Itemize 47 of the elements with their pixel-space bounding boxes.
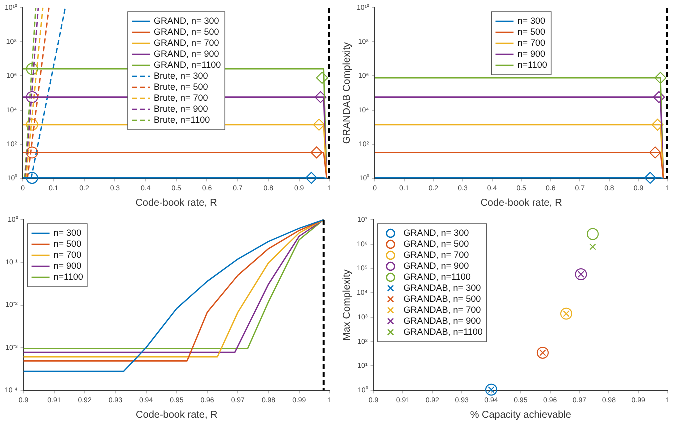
legend-label: n=1100 (54, 272, 84, 282)
point (654, 72, 667, 84)
point (586, 228, 599, 240)
point (653, 91, 666, 104)
y-axis-title: Max Complexity (342, 270, 353, 341)
legend-label: Brute, n= 700 (154, 92, 208, 103)
x-axis-title: % Capacity achievable (470, 410, 572, 421)
legend-label: n= 700 (54, 250, 82, 260)
legend-label: GRAND, n=1100 (404, 272, 471, 282)
legend-label: n= 300 (54, 228, 82, 238)
x-axis-title: Code-book rate, R (136, 198, 218, 209)
x-axis-title: Code-book rate, R (480, 198, 562, 209)
legend-label: n= 500 (518, 26, 546, 37)
legend-label: GRAND, n= 500 (404, 238, 470, 249)
legend-label: GRAND, n= 700 (404, 250, 470, 260)
point (560, 308, 572, 320)
point (649, 146, 662, 159)
legend-label: GRANDAB, n= 300 (404, 282, 482, 293)
legend-label: GRAND, n= 500 (154, 26, 220, 37)
legend-label: n= 700 (518, 38, 546, 48)
point (590, 244, 596, 250)
legend-label: GRAND, n= 300 (404, 228, 470, 238)
legend-label: GRANDAB, n=1100 (404, 326, 483, 337)
legend-label: Brute, n= 300 (154, 70, 208, 81)
legend-label: GRAND, n=1100 (154, 60, 222, 70)
legend-label: n= 500 (54, 238, 82, 249)
legend-label: Brute, n= 900 (154, 104, 208, 114)
legend-label: GRAND, n= 900 (404, 260, 470, 271)
legend-label: n= 900 (518, 48, 546, 59)
legend-label: GRANDAB, n= 900 (404, 316, 482, 326)
point (575, 268, 588, 281)
y-axis-title: GRANDAB Complexity (342, 42, 353, 144)
legend-label: GRANDAB, n= 500 (404, 294, 482, 304)
legend-label: n=1100 (518, 60, 548, 70)
x-axis-title: Code-book rate, R (136, 410, 218, 421)
point (644, 172, 656, 184)
legend-label: GRAND, n= 300 (154, 16, 220, 26)
legend-label: GRAND, n= 900 (154, 48, 220, 59)
point (485, 384, 498, 396)
legend-label: Brute, n=1100 (154, 114, 210, 125)
legend-label: n= 900 (54, 260, 82, 271)
point (536, 346, 549, 359)
legend-label: GRAND, n= 700 (154, 38, 220, 48)
legend-label: GRANDAB, n= 700 (404, 304, 482, 315)
legend-label: n= 300 (518, 16, 546, 26)
legend-label: Brute, n= 500 (154, 82, 208, 92)
point (652, 118, 664, 131)
